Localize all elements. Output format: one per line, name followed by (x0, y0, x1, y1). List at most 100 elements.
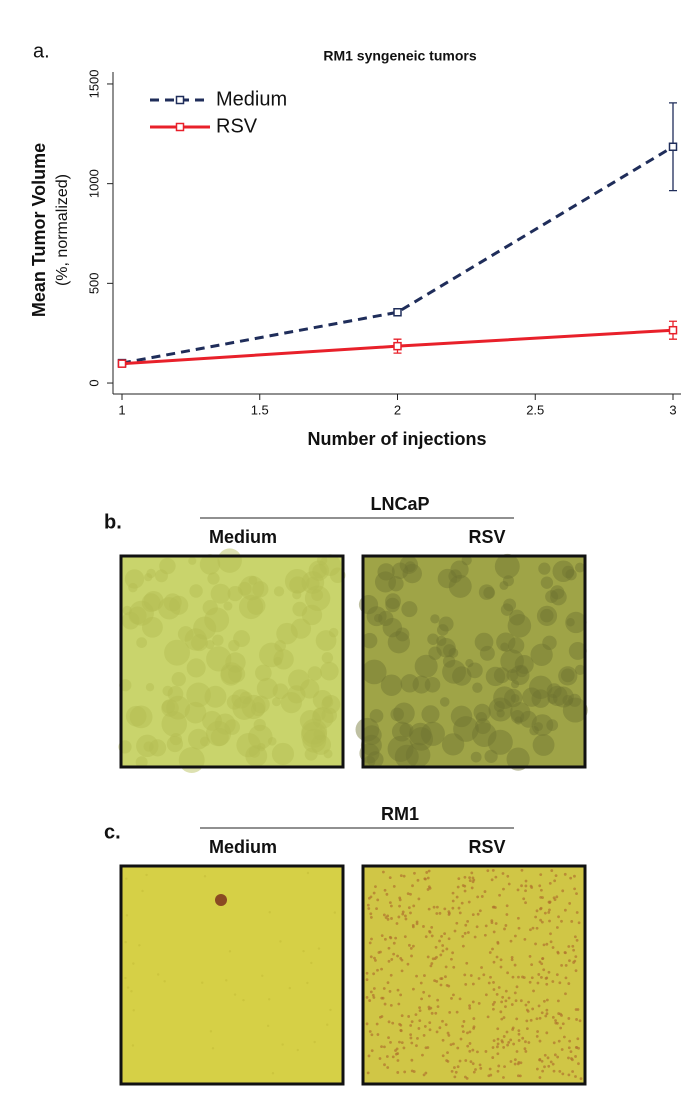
micrograph-texture (430, 1011, 434, 1015)
micrograph-texture (385, 892, 389, 896)
micrograph-texture (412, 904, 416, 908)
micrograph-texture (468, 876, 471, 880)
micrograph-texture (372, 891, 376, 895)
micrograph-texture (366, 1071, 370, 1075)
micrograph-texture (532, 989, 535, 993)
micrograph-texture (542, 968, 546, 972)
micrograph-texture (574, 1045, 578, 1049)
micrograph-texture (545, 590, 559, 604)
micrograph-texture (380, 967, 383, 971)
micrograph-texture (549, 932, 552, 936)
micrograph-texture (509, 609, 525, 626)
micrograph-texture (435, 1030, 439, 1034)
micrograph-texture (576, 1008, 580, 1011)
micrograph-texture (201, 981, 204, 984)
micrograph-texture (239, 691, 253, 705)
micrograph-texture (389, 904, 393, 908)
micrograph-texture (267, 998, 271, 1001)
micrograph-texture (509, 665, 530, 686)
micrograph-texture (575, 892, 578, 896)
micrograph-texture (494, 922, 498, 925)
legend-label: RSV (216, 115, 258, 137)
y-tick-label: 0 (86, 379, 101, 386)
micrograph-texture (452, 666, 472, 686)
micrograph-texture (299, 679, 320, 699)
micrograph-texture (502, 575, 514, 587)
micrograph-texture (440, 934, 443, 938)
micrograph-texture (420, 997, 423, 1001)
micrograph-texture (428, 929, 431, 933)
micrograph-texture (434, 945, 438, 949)
micrograph-texture (572, 961, 576, 964)
micrograph-texture (464, 1059, 468, 1062)
micrograph-texture (446, 1051, 449, 1055)
micrograph-texture (569, 876, 573, 880)
micrograph-frame (361, 864, 587, 1086)
micrograph-texture (355, 717, 380, 742)
micrograph-texture (193, 616, 217, 640)
micrograph-texture (473, 935, 477, 939)
micrograph-texture (564, 992, 567, 996)
micrograph-texture (524, 901, 527, 905)
micrograph-texture (421, 705, 440, 724)
micrograph-texture (574, 1075, 577, 1078)
micrograph-texture (493, 686, 516, 710)
micrograph-texture (540, 608, 554, 623)
panel-label: a. (33, 40, 50, 62)
y-tick-label: 500 (86, 272, 101, 294)
micrograph-texture (461, 944, 465, 948)
micrograph-texture (369, 916, 373, 919)
micrograph-texture (553, 879, 557, 883)
micrograph-texture (370, 1049, 374, 1053)
micrograph-texture (321, 695, 341, 714)
micrograph-texture (301, 604, 323, 626)
micrograph-texture (398, 1022, 402, 1026)
micrograph-texture (506, 1043, 510, 1047)
micrograph-texture (469, 974, 473, 977)
micrograph-texture (376, 1033, 380, 1036)
micrograph-texture (323, 749, 333, 759)
micrograph-texture (497, 1064, 501, 1068)
micrograph-texture (361, 725, 382, 746)
micrograph-texture (517, 926, 521, 930)
micrograph-texture (468, 1042, 472, 1045)
y-tick-label: 1500 (86, 70, 101, 99)
micrograph-texture (516, 916, 520, 920)
micrograph-texture (465, 961, 469, 965)
micrograph-texture (573, 887, 577, 891)
micrograph-texture (320, 661, 339, 681)
micrograph-texture (426, 1046, 430, 1049)
micrograph-bg (121, 556, 343, 767)
micrograph-texture (273, 656, 283, 666)
micrograph-texture (544, 1014, 548, 1018)
x-tick-label: 1.5 (251, 402, 269, 417)
micrograph-texture (310, 961, 313, 965)
micrograph-texture (478, 909, 482, 913)
micrograph-texture (443, 907, 447, 911)
micrograph-texture (472, 1025, 476, 1029)
micrograph-texture (561, 889, 565, 893)
micrograph-texture (457, 906, 461, 910)
micrograph-texture (447, 937, 451, 941)
micrograph-texture (534, 942, 537, 946)
micrograph-texture (539, 873, 543, 877)
micrograph-texture (555, 926, 559, 929)
micrograph-texture (551, 980, 555, 983)
micrograph-texture (486, 1015, 490, 1019)
micrograph-texture (496, 1045, 499, 1049)
micrograph-texture (125, 705, 147, 727)
micrograph-texture (494, 553, 520, 579)
micrograph-frame (119, 554, 345, 769)
micrograph-texture (463, 884, 467, 888)
micrograph-texture (369, 990, 373, 994)
micrograph-texture (539, 895, 543, 899)
micrograph-texture (204, 607, 230, 633)
micrograph-texture (458, 1059, 462, 1063)
micrograph-texture (527, 1041, 531, 1044)
micrograph-texture (448, 569, 462, 583)
micrograph-texture (384, 916, 388, 919)
micrograph-texture (464, 982, 468, 986)
micrograph-texture (491, 869, 495, 872)
micrograph-texture (382, 987, 386, 990)
micrograph-texture (525, 1027, 529, 1030)
